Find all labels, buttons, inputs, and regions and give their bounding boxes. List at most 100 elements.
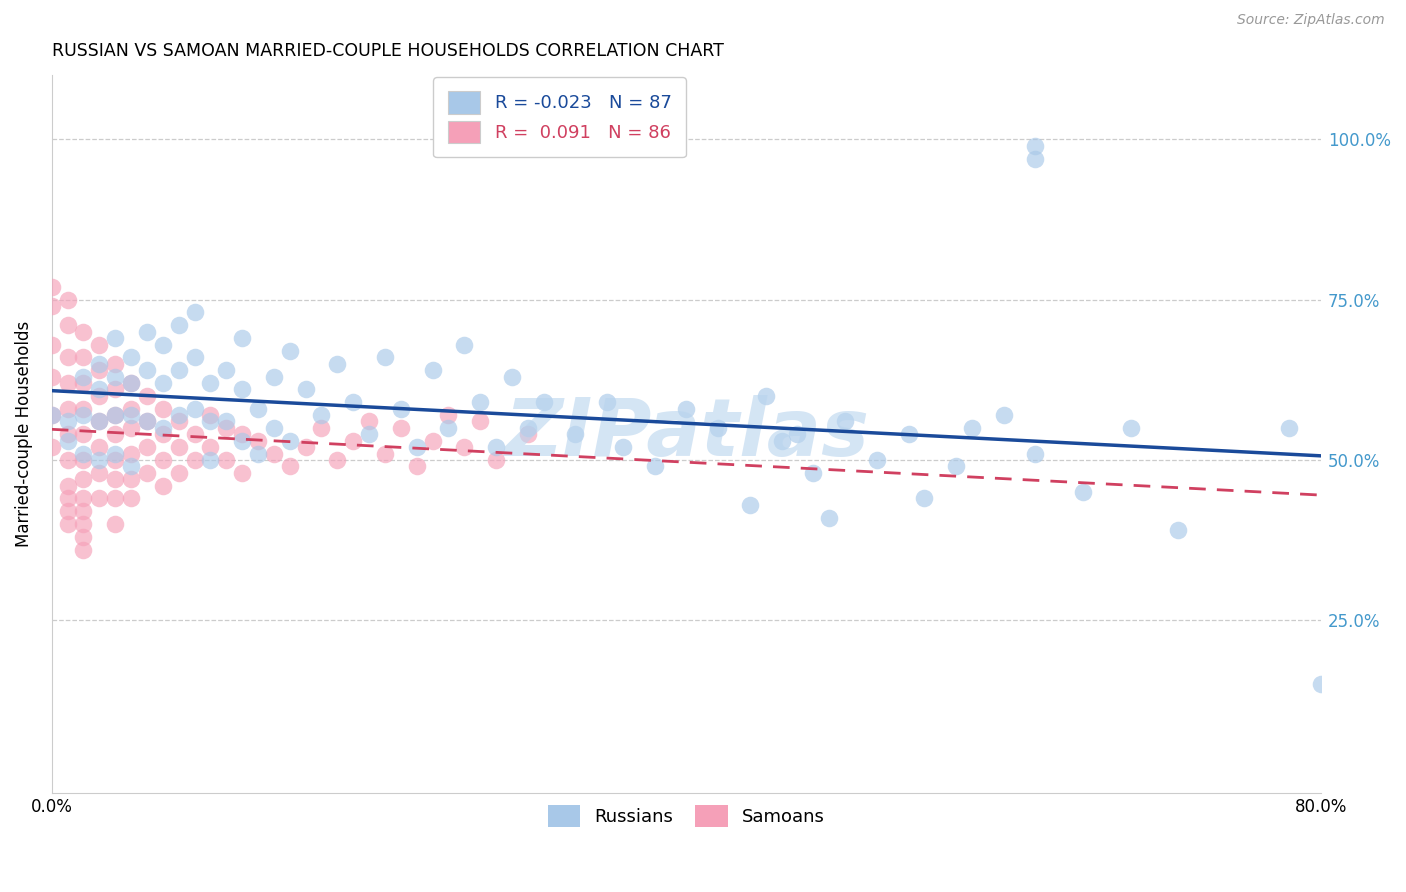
Point <box>72 351 94 365</box>
Point <box>200 414 222 428</box>
Point <box>72 369 94 384</box>
Point <box>72 376 94 390</box>
Point <box>41 337 63 351</box>
Text: RUSSIAN VS SAMOAN MARRIED-COUPLE HOUSEHOLDS CORRELATION CHART: RUSSIAN VS SAMOAN MARRIED-COUPLE HOUSEHO… <box>52 42 724 60</box>
Point <box>89 383 111 397</box>
Point <box>104 427 127 442</box>
Point <box>200 440 222 454</box>
Point <box>453 440 475 454</box>
Point <box>136 325 159 339</box>
Point <box>453 337 475 351</box>
Point <box>389 421 412 435</box>
Point <box>389 401 412 416</box>
Point <box>707 421 730 435</box>
Point <box>1119 421 1142 435</box>
Point <box>1310 677 1333 691</box>
Point <box>834 414 856 428</box>
Point <box>326 453 349 467</box>
Point <box>533 395 555 409</box>
Point <box>104 383 127 397</box>
Point <box>278 459 301 474</box>
Point <box>56 453 79 467</box>
Point <box>167 318 190 333</box>
Point <box>231 383 253 397</box>
Point <box>215 414 238 428</box>
Point <box>786 427 808 442</box>
Point <box>104 408 127 422</box>
Point <box>89 440 111 454</box>
Point <box>311 408 333 422</box>
Point <box>422 363 444 377</box>
Point <box>89 414 111 428</box>
Point <box>56 434 79 448</box>
Point <box>120 408 142 422</box>
Point <box>596 395 619 409</box>
Point <box>152 421 174 435</box>
Point <box>564 427 586 442</box>
Point <box>263 421 285 435</box>
Point <box>1278 421 1301 435</box>
Point <box>945 459 967 474</box>
Point <box>278 343 301 358</box>
Point <box>89 357 111 371</box>
Point <box>120 491 142 506</box>
Point <box>993 408 1015 422</box>
Point <box>56 401 79 416</box>
Point <box>1024 446 1046 460</box>
Point <box>342 434 364 448</box>
Point <box>104 491 127 506</box>
Point <box>468 395 491 409</box>
Point <box>104 472 127 486</box>
Point <box>136 363 159 377</box>
Point <box>120 446 142 460</box>
Point <box>41 408 63 422</box>
Y-axis label: Married-couple Households: Married-couple Households <box>15 321 32 548</box>
Point <box>912 491 935 506</box>
Point <box>56 427 79 442</box>
Point <box>183 453 205 467</box>
Point <box>152 427 174 442</box>
Point <box>120 421 142 435</box>
Point <box>231 434 253 448</box>
Point <box>89 453 111 467</box>
Point <box>89 337 111 351</box>
Point <box>675 401 697 416</box>
Point <box>152 453 174 467</box>
Point <box>183 305 205 319</box>
Point <box>405 440 427 454</box>
Point <box>104 516 127 531</box>
Point <box>1167 524 1189 538</box>
Point <box>200 376 222 390</box>
Point <box>294 440 316 454</box>
Point <box>56 491 79 506</box>
Point <box>41 280 63 294</box>
Point <box>516 421 538 435</box>
Point <box>183 351 205 365</box>
Point <box>263 446 285 460</box>
Point <box>89 414 111 428</box>
Point <box>72 446 94 460</box>
Point <box>866 453 889 467</box>
Point <box>247 434 270 448</box>
Point <box>278 434 301 448</box>
Text: ZIPatlas: ZIPatlas <box>503 395 869 474</box>
Point <box>231 466 253 480</box>
Point <box>89 363 111 377</box>
Point <box>311 421 333 435</box>
Point <box>897 427 920 442</box>
Point <box>215 363 238 377</box>
Point <box>89 491 111 506</box>
Point <box>231 427 253 442</box>
Point <box>56 318 79 333</box>
Point <box>612 440 634 454</box>
Point <box>755 389 778 403</box>
Point <box>136 414 159 428</box>
Point <box>136 466 159 480</box>
Point <box>72 401 94 416</box>
Point <box>120 376 142 390</box>
Point <box>72 453 94 467</box>
Point <box>247 401 270 416</box>
Point <box>72 408 94 422</box>
Point <box>183 401 205 416</box>
Point <box>770 434 793 448</box>
